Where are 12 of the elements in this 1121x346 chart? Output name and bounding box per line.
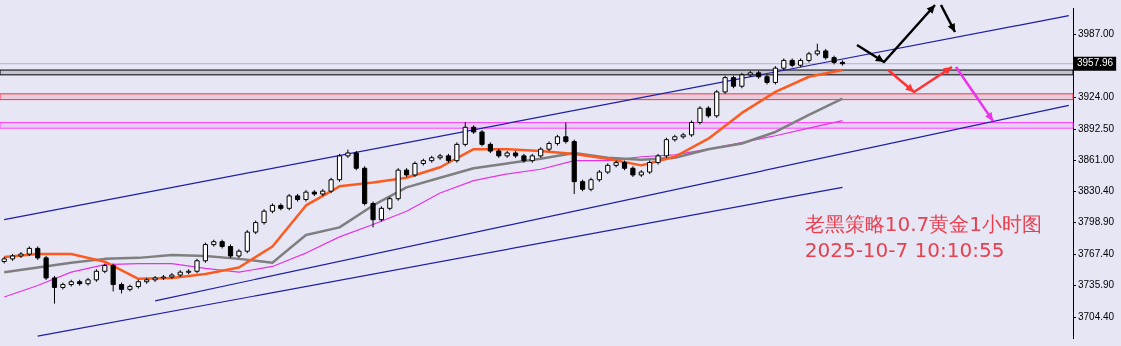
y-tick-label: 3892.50: [1078, 122, 1115, 134]
y-tick-label: 3924.00: [1078, 91, 1115, 103]
annotation: 老黑策略10.7黄金1小时图: [804, 212, 1043, 236]
y-tick-label: 3861.00: [1078, 154, 1115, 166]
annotation: 2025-10-7 10:10:55: [804, 238, 1005, 263]
y-tick-label: 3735.90: [1078, 279, 1115, 291]
ref-line-label: 3957.96: [1077, 57, 1114, 69]
y-tick-label: 3767.40: [1078, 247, 1115, 259]
y-tick-label: 3830.40: [1078, 184, 1115, 196]
y-tick-label: 3704.40: [1078, 310, 1115, 322]
y-tick-label: 3987.00: [1078, 28, 1115, 40]
y-tick-label: 3798.90: [1078, 216, 1115, 228]
